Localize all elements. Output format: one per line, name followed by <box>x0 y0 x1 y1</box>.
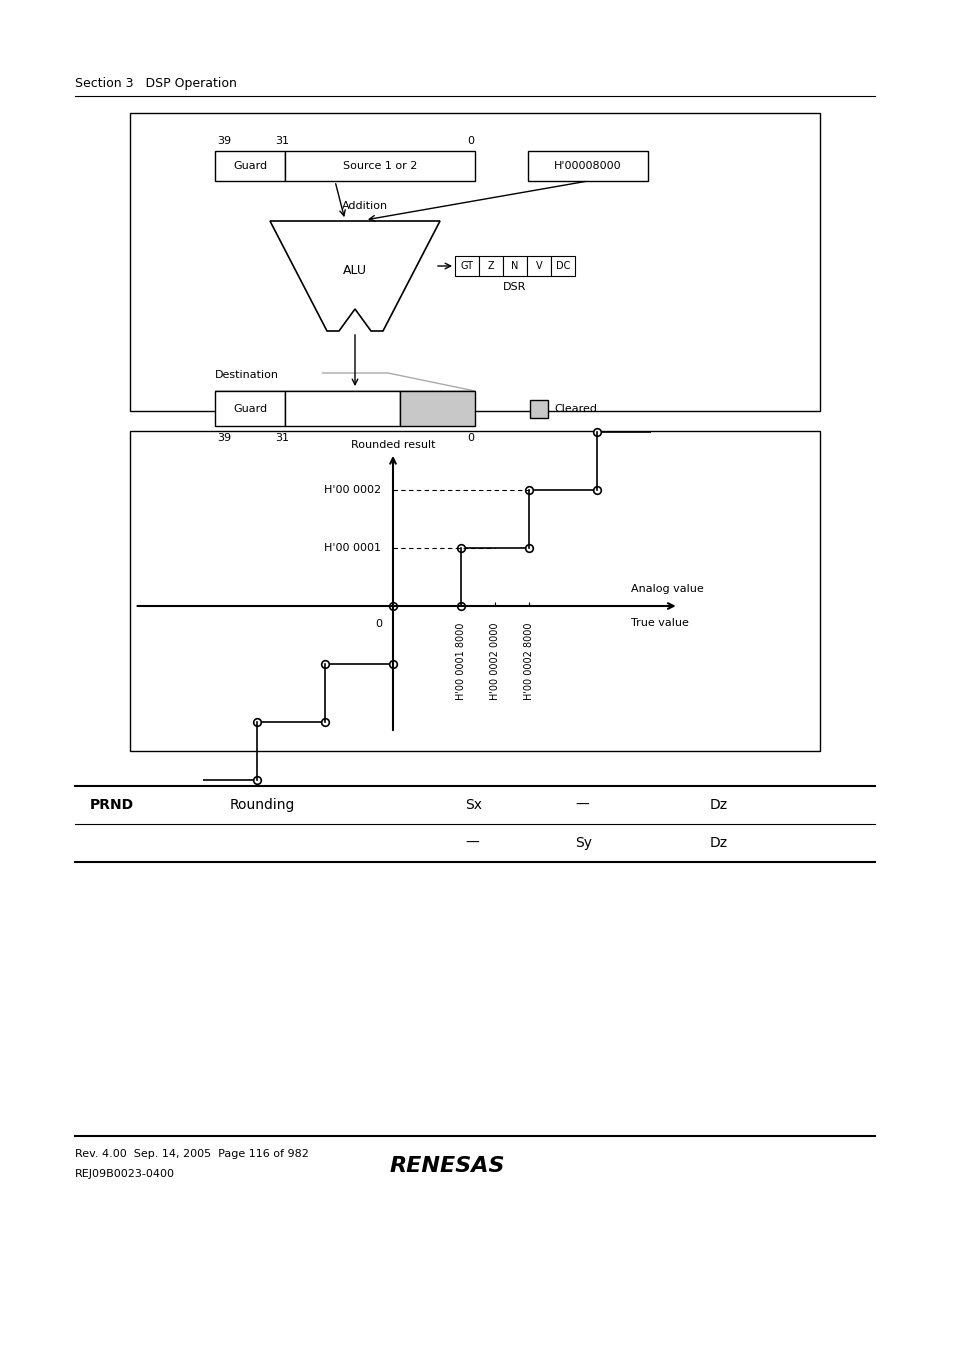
Text: H'00 0002 8000: H'00 0002 8000 <box>523 623 534 700</box>
Text: 31: 31 <box>274 136 289 146</box>
FancyBboxPatch shape <box>285 390 399 426</box>
Text: 0: 0 <box>375 619 382 630</box>
Text: —: — <box>464 836 478 850</box>
Text: REJ09B0023-0400: REJ09B0023-0400 <box>75 1169 174 1179</box>
Text: 0: 0 <box>467 434 474 443</box>
Text: 0: 0 <box>467 136 474 146</box>
Text: H'00 0002: H'00 0002 <box>323 485 380 494</box>
Text: Section 3   DSP Operation: Section 3 DSP Operation <box>75 77 236 91</box>
Text: Destination: Destination <box>214 370 278 380</box>
FancyBboxPatch shape <box>455 255 478 276</box>
FancyBboxPatch shape <box>130 431 820 751</box>
Text: PRND: PRND <box>90 798 134 812</box>
FancyBboxPatch shape <box>285 151 475 181</box>
FancyBboxPatch shape <box>530 400 547 417</box>
Text: Sy: Sy <box>575 836 592 850</box>
Text: Rev. 4.00  Sep. 14, 2005  Page 116 of 982: Rev. 4.00 Sep. 14, 2005 Page 116 of 982 <box>75 1148 309 1159</box>
FancyBboxPatch shape <box>399 390 475 426</box>
Text: DSR: DSR <box>503 282 526 292</box>
Text: H'00 0001: H'00 0001 <box>324 543 380 553</box>
Text: Guard: Guard <box>233 404 267 413</box>
Text: GT: GT <box>460 261 473 272</box>
Text: Rounding: Rounding <box>230 798 295 812</box>
Text: Dz: Dz <box>709 836 727 850</box>
Text: Cleared: Cleared <box>554 404 597 413</box>
Text: 39: 39 <box>216 434 231 443</box>
FancyBboxPatch shape <box>527 151 647 181</box>
FancyBboxPatch shape <box>214 390 285 426</box>
Polygon shape <box>270 222 439 331</box>
Text: 39: 39 <box>216 136 231 146</box>
Text: H'00 0002 0000: H'00 0002 0000 <box>490 623 499 700</box>
Text: Guard: Guard <box>233 161 267 172</box>
Text: Analog value: Analog value <box>630 584 703 594</box>
Text: V: V <box>536 261 541 272</box>
Text: DC: DC <box>556 261 570 272</box>
Text: Rounded result: Rounded result <box>351 440 435 450</box>
Text: ALU: ALU <box>343 265 367 277</box>
Text: H'00008000: H'00008000 <box>554 161 621 172</box>
Text: N: N <box>511 261 518 272</box>
Text: RENESAS: RENESAS <box>390 1156 505 1175</box>
Text: Sx: Sx <box>464 798 481 812</box>
FancyBboxPatch shape <box>551 255 575 276</box>
FancyBboxPatch shape <box>478 255 502 276</box>
Text: H'00 0001 8000: H'00 0001 8000 <box>456 623 465 700</box>
Text: True value: True value <box>630 617 688 628</box>
Text: Addition: Addition <box>341 201 388 211</box>
Text: 31: 31 <box>274 434 289 443</box>
Text: —: — <box>575 798 588 812</box>
Text: Source 1 or 2: Source 1 or 2 <box>342 161 416 172</box>
FancyBboxPatch shape <box>130 113 820 411</box>
FancyBboxPatch shape <box>214 151 285 181</box>
Text: Z: Z <box>487 261 494 272</box>
FancyBboxPatch shape <box>526 255 551 276</box>
FancyBboxPatch shape <box>502 255 526 276</box>
Text: Dz: Dz <box>709 798 727 812</box>
